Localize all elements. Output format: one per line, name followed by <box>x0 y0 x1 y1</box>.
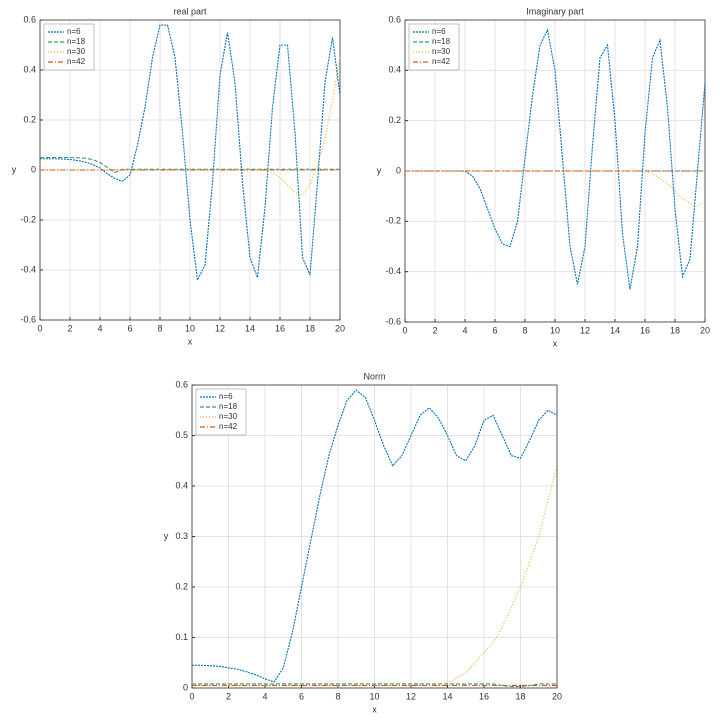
x-tick-label: 10 <box>369 691 379 701</box>
legend: n=6n=18n=30n=42 <box>195 388 247 436</box>
chart-title: Norm <box>364 371 386 381</box>
x-axis-label: x <box>372 704 377 714</box>
y-tick-label: -0.4 <box>20 264 36 274</box>
legend-label: n=42 <box>432 57 451 66</box>
y-tick-label: 0.2 <box>175 581 188 591</box>
y-tick-label: 0.1 <box>175 632 188 642</box>
x-tick-label: 16 <box>275 323 285 333</box>
x-tick-label: 8 <box>157 323 162 333</box>
x-tick-label: 20 <box>335 323 345 333</box>
x-tick-label: 2 <box>432 325 437 335</box>
series-line <box>40 24 341 282</box>
x-tick-label: 18 <box>515 691 525 701</box>
x-tick-label: 6 <box>492 325 497 335</box>
y-tick-label: 0.4 <box>175 480 188 490</box>
x-tick-label: 14 <box>610 325 620 335</box>
x-tick-label: 4 <box>262 691 267 701</box>
legend-label: n=30 <box>67 47 86 56</box>
legend-label: n=42 <box>219 422 238 431</box>
x-tick-label: 0 <box>402 325 407 335</box>
series-line <box>40 156 340 174</box>
x-tick-label: 4 <box>462 325 467 335</box>
x-tick-label: 6 <box>299 691 304 701</box>
y-tick-label: 0.4 <box>23 64 36 74</box>
legend-label: n=6 <box>432 27 446 36</box>
x-tick-label: 10 <box>185 323 195 333</box>
x-tick-label: 20 <box>700 325 710 335</box>
y-tick-label: 0.2 <box>23 114 36 124</box>
y-tick-label: 0.2 <box>388 115 401 125</box>
x-tick-label: 0 <box>37 323 42 333</box>
x-tick-label: 6 <box>127 323 132 333</box>
axes-frame <box>191 384 558 689</box>
legend: n=6n=18n=30n=42 <box>408 23 460 71</box>
legend: n=6n=18n=30n=42 <box>43 23 95 71</box>
x-axis-label: x <box>553 338 558 348</box>
y-axis-label: y <box>164 531 169 541</box>
x-axis-label: x <box>188 336 193 346</box>
x-tick-label: 16 <box>479 691 489 701</box>
chart-title: real part <box>173 6 207 16</box>
y-axis-label: y <box>12 164 17 174</box>
x-tick-label: 12 <box>406 691 416 701</box>
x-tick-label: 12 <box>580 325 590 335</box>
y-tick-label: 0 <box>396 165 401 175</box>
y-tick-label: -0.2 <box>385 216 401 226</box>
y-tick-label: -0.4 <box>385 266 401 276</box>
y-tick-label: 0 <box>183 682 188 692</box>
legend-label: n=6 <box>67 27 81 36</box>
x-tick-label: 18 <box>305 323 315 333</box>
legend-label: n=6 <box>219 392 233 401</box>
y-tick-label: 0.6 <box>175 379 188 389</box>
y-tick-label: -0.6 <box>385 316 401 326</box>
legend-label: n=18 <box>432 37 451 46</box>
legend-label: n=42 <box>67 57 86 66</box>
y-tick-label: 0.6 <box>23 14 36 24</box>
x-tick-label: 16 <box>640 325 650 335</box>
y-tick-label: 0.5 <box>175 430 188 440</box>
x-tick-label: 2 <box>226 691 231 701</box>
x-tick-label: 14 <box>442 691 452 701</box>
chart-title: Imaginary part <box>526 6 584 16</box>
y-axis-label: y <box>377 165 382 175</box>
x-tick-label: 0 <box>189 691 194 701</box>
legend-label: n=18 <box>219 402 238 411</box>
y-tick-label: -0.2 <box>20 214 36 224</box>
x-tick-label: 2 <box>67 323 72 333</box>
x-tick-label: 8 <box>522 325 527 335</box>
x-tick-label: 4 <box>97 323 102 333</box>
x-tick-label: 8 <box>335 691 340 701</box>
y-tick-label: 0.4 <box>388 65 401 75</box>
y-tick-label: 0.6 <box>388 14 401 24</box>
y-tick-label: -0.6 <box>20 314 36 324</box>
x-tick-label: 20 <box>552 691 562 701</box>
x-tick-label: 14 <box>245 323 255 333</box>
y-tick-label: 0 <box>31 164 36 174</box>
x-tick-label: 10 <box>550 325 560 335</box>
legend-label: n=30 <box>219 412 238 421</box>
x-tick-label: 12 <box>215 323 225 333</box>
series-line <box>192 683 557 688</box>
legend-label: n=18 <box>67 37 86 46</box>
x-tick-label: 18 <box>670 325 680 335</box>
y-tick-label: 0.3 <box>175 531 188 541</box>
series-line <box>192 389 558 683</box>
legend-label: n=30 <box>432 47 451 56</box>
